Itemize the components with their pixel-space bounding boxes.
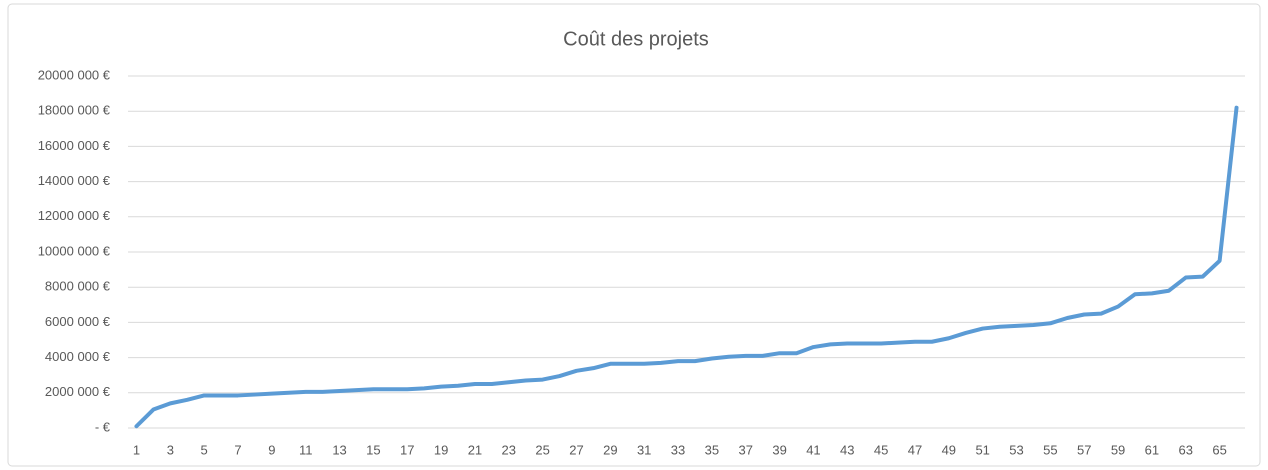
x-tick-label: 37	[739, 442, 753, 457]
x-tick-label: 45	[874, 442, 888, 457]
x-tick-label: 13	[332, 442, 346, 457]
x-tick-label: 19	[434, 442, 448, 457]
x-tick-label: 27	[569, 442, 583, 457]
x-tick-label: 29	[603, 442, 617, 457]
x-tick-label: 59	[1111, 442, 1125, 457]
x-tick-label: 43	[840, 442, 854, 457]
x-tick-label: 25	[535, 442, 549, 457]
x-tick-label: 35	[705, 442, 719, 457]
y-tick-label: 6000 000 €	[45, 314, 111, 329]
x-tick-label: 15	[366, 442, 380, 457]
y-tick-label: 4000 000 €	[45, 349, 111, 364]
x-tick-label: 11	[299, 442, 313, 457]
x-tick-label: 53	[1009, 442, 1023, 457]
x-tick-label: 65	[1212, 442, 1226, 457]
y-tick-label: 2000 000 €	[45, 384, 111, 399]
x-tick-label: 41	[806, 442, 820, 457]
x-tick-label: 1	[133, 442, 140, 457]
x-tick-label: 5	[201, 442, 208, 457]
y-tick-label: 12000 000 €	[38, 208, 111, 223]
x-tick-label: 23	[502, 442, 516, 457]
x-tick-label: 55	[1043, 442, 1057, 457]
x-tick-label: 21	[468, 442, 482, 457]
x-tick-label: 47	[908, 442, 922, 457]
y-tick-label: - €	[95, 419, 111, 434]
chart-frame	[7, 3, 1261, 467]
y-tick-label: 18000 000 €	[38, 103, 111, 118]
y-tick-label: 10000 000 €	[38, 243, 111, 258]
x-tick-label: 17	[400, 442, 414, 457]
x-tick-label: 9	[268, 442, 275, 457]
x-tick-label: 7	[234, 442, 241, 457]
x-tick-label: 33	[671, 442, 685, 457]
x-tick-label: 39	[772, 442, 786, 457]
line	[134, 105, 1239, 429]
x-tick-label: 51	[975, 442, 989, 457]
y-tick-label: 8000 000 €	[45, 279, 111, 294]
y-tick-label: 16000 000 €	[38, 138, 111, 153]
x-tick-label: 49	[942, 442, 956, 457]
chart-title: Coût des projets	[563, 28, 709, 50]
x-tick-label: 3	[167, 442, 174, 457]
y-tick-label: 14000 000 €	[38, 173, 111, 188]
x-tick-label: 61	[1145, 442, 1159, 457]
y-tick-label: 20000 000 €	[38, 67, 111, 82]
x-tick-label: 31	[637, 442, 651, 457]
x-tick-label: 63	[1179, 442, 1193, 457]
x-tick-label: 57	[1077, 442, 1091, 457]
